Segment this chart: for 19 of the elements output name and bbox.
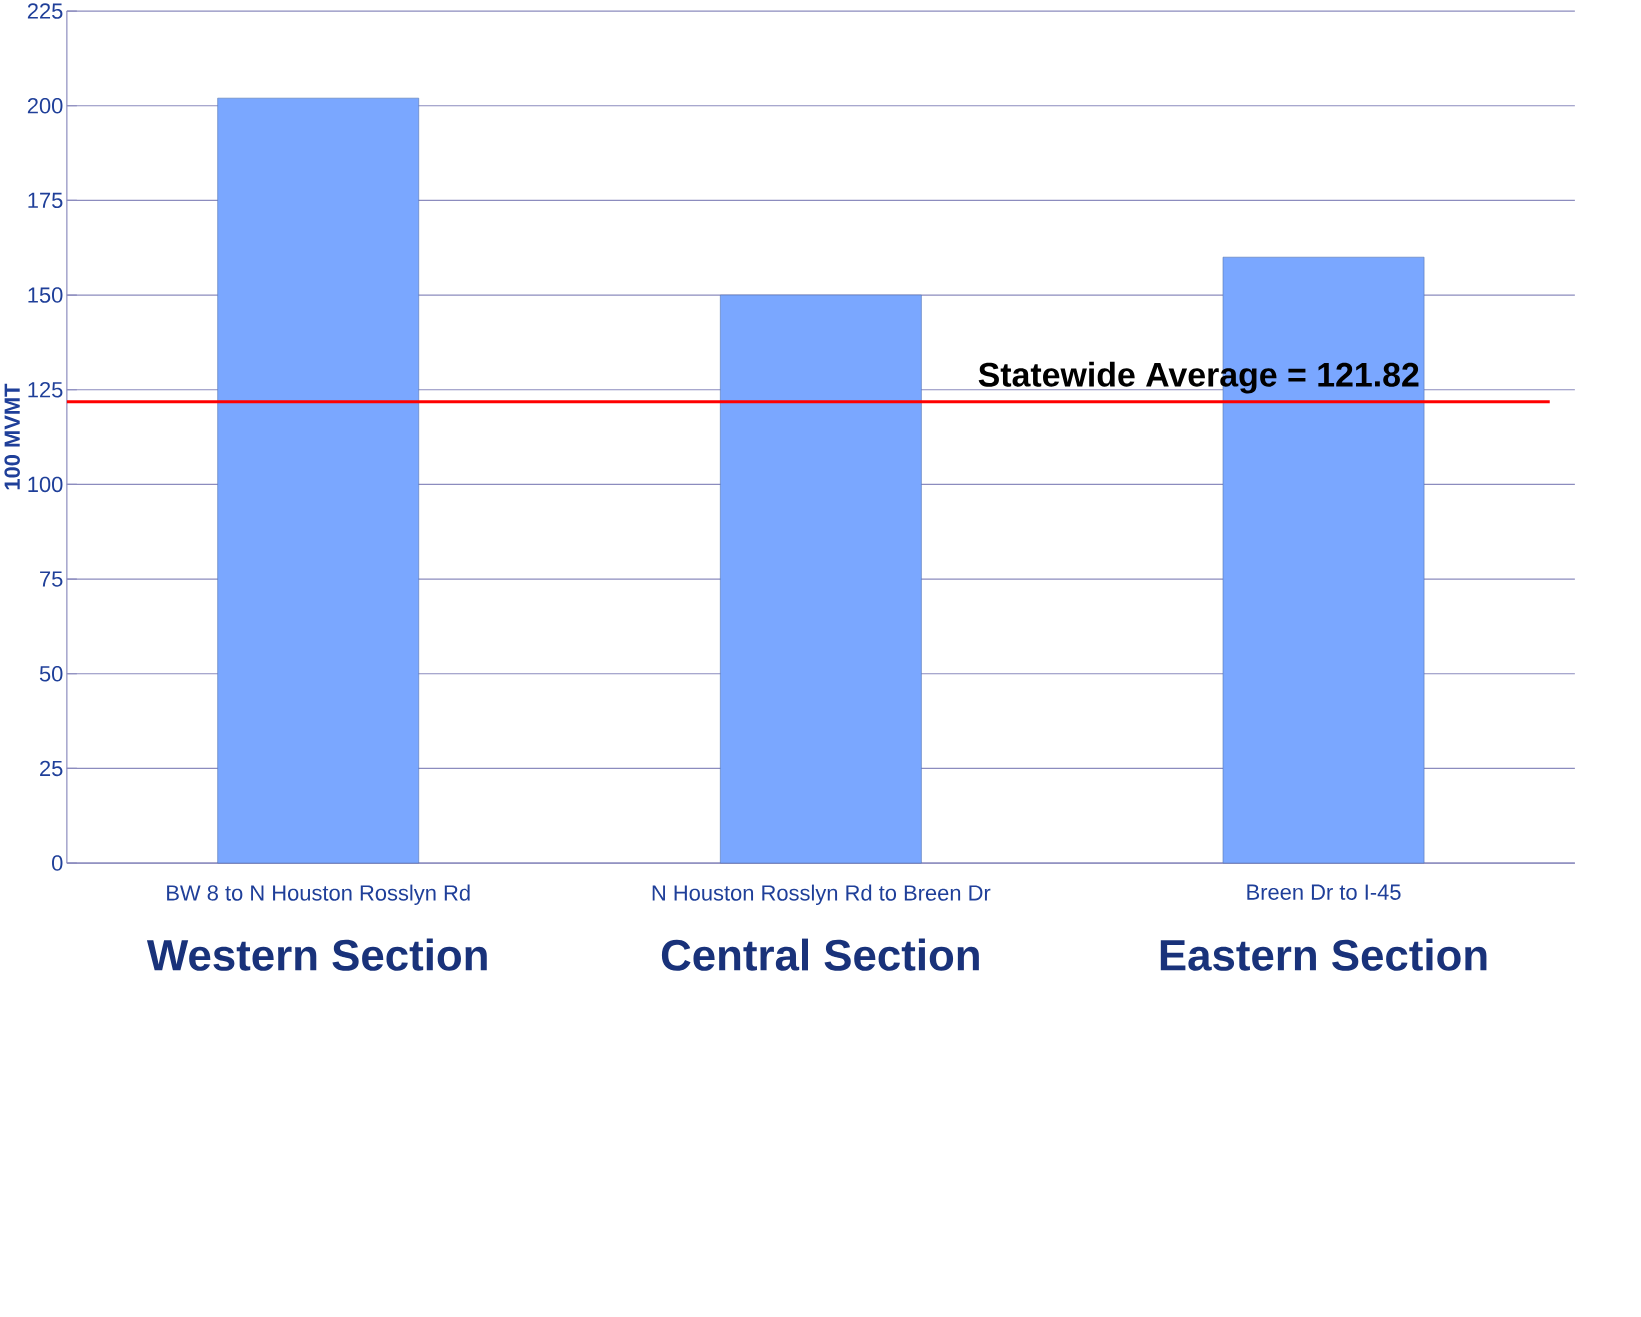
y-tick-label: 75: [40, 571, 63, 587]
y-tick-label: 125: [28, 381, 63, 398]
text: Western Section: [146, 938, 487, 971]
y-tick-label: 25: [40, 760, 63, 776]
y-tick-label: 200: [27, 97, 63, 114]
y-tick-label: 100: [28, 476, 63, 492]
y-tick-label: 150: [28, 287, 63, 303]
y-tick-label: 225: [27, 3, 63, 19]
x-tick-label: N Houston Rosslyn Rd to Breen Dr: [652, 884, 991, 905]
bar: [217, 97, 420, 864]
x-tick-label: BW 8 to N Houston Rosslyn Rd: [167, 884, 470, 905]
x-tick-label: Breen Dr to I-45: [1247, 884, 1401, 900]
y-axis-title: 100 MVMT: [4, 383, 20, 490]
text: Eastern Section: [1160, 938, 1487, 971]
bar: [720, 294, 922, 864]
y-tick-label: 50: [39, 665, 63, 682]
text: Central Section: [661, 938, 979, 971]
y-tick-label: 175: [28, 192, 63, 208]
y-tick-label: 0: [52, 855, 63, 871]
